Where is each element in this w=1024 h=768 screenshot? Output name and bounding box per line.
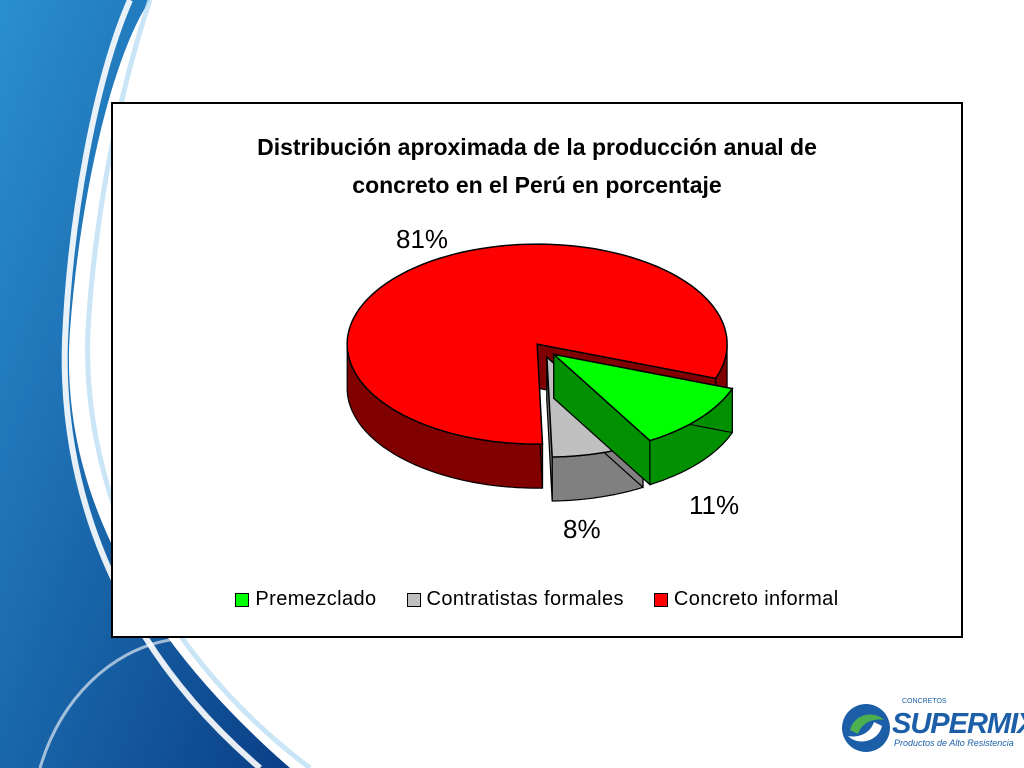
chart-title-line-1: Distribución aproximada de la producción…: [257, 134, 817, 160]
pie-chart: [346, 243, 734, 502]
legend-item-concreto-informal: Concreto informal: [653, 588, 839, 611]
pie-slice-premezclado: [551, 353, 734, 486]
legend-item-premezclado: Premezclado: [235, 588, 376, 611]
legend-label-contratistas-formales: Contratistas formales: [426, 588, 624, 610]
logo-small-text: CONCRETOS: [902, 698, 947, 705]
chart-title-line-2: concreto en el Perú en porcentaje: [352, 172, 722, 198]
supermix-logo: CONCRETOS SUPERMIX Productos de Alto Res…: [840, 696, 1024, 758]
legend-item-contratistas-formales: Contratistas formales: [406, 588, 624, 611]
legend-swatch-contratistas-formales: [406, 592, 421, 607]
legend-label-concreto-informal: Concreto informal: [673, 588, 839, 610]
chart-frame: Distribución aproximada de la producción…: [111, 102, 963, 638]
supermix-logo-mark-icon: [842, 704, 890, 752]
logo-name: SUPERMIX: [892, 708, 1024, 740]
legend-swatch-premezclado: [235, 592, 250, 607]
chart-title: Distribución aproximada de la producción…: [113, 128, 961, 204]
logo-tagline: Productos de Alto Resistencia: [894, 738, 1014, 748]
pie-label-concreto-informal: 81%: [396, 224, 449, 254]
chart-legend: Premezclado Contratistas formales Concre…: [113, 588, 961, 611]
pie-label-premezclado: 11%: [689, 490, 740, 520]
legend-swatch-concreto-informal: [653, 592, 668, 607]
pie-label-contratistas-formales: 8%: [563, 514, 601, 544]
legend-label-premezclado: Premezclado: [255, 588, 377, 610]
